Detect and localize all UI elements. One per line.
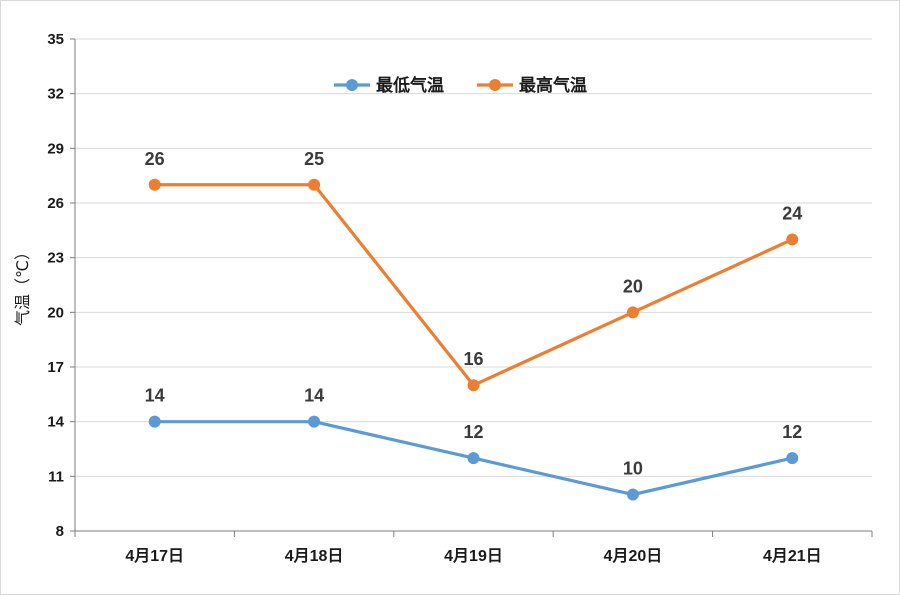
data-point [468,379,480,391]
data-label: 20 [623,276,643,296]
data-point [149,416,161,428]
data-point [468,452,480,464]
y-tick-label: 32 [47,86,64,103]
y-tick-label: 20 [47,304,64,321]
y-tick-label: 29 [47,140,64,157]
y-tick-label: 35 [47,31,64,48]
axes: 8 11 14 17 20 23 26 29 32 35 4月17日 4月18日 4月19日 4月20日 4… [47,31,872,565]
x-tick-label: 4月18日 [285,547,344,565]
legend-marker-dot-high [489,79,501,91]
y-tick-label: 17 [47,359,64,376]
data-label: 25 [304,149,324,169]
data-point [786,233,798,245]
data-point [308,179,320,191]
x-tick-label: 4月21日 [763,547,822,565]
data-point [627,489,639,501]
data-point [149,179,161,191]
data-label: 24 [782,203,802,223]
y-tick-label: 26 [47,195,64,212]
data-point [627,306,639,318]
data-label: 14 [145,386,165,406]
data-label: 16 [463,349,483,369]
y-tick-label: 8 [56,523,64,540]
y-tick-label: 14 [47,414,64,431]
x-tick-label: 4月20日 [604,547,663,565]
x-tick-label: 4月19日 [444,547,503,565]
series-group [149,179,799,501]
y-tick-label: 11 [48,468,64,485]
legend: 最低气温 最高气温 [334,75,587,96]
y-tick-label: 23 [47,250,64,267]
data-point [786,452,798,464]
x-tick-label: 4月17日 [125,547,184,565]
data-label: 10 [623,459,643,479]
data-labels: 14 14 12 10 12 26 25 16 20 24 [145,149,803,479]
data-label: 12 [782,422,802,442]
legend-label-high: 最高气温 [519,75,587,96]
data-label: 14 [304,386,324,406]
data-point [308,416,320,428]
data-label: 12 [463,422,483,442]
legend-marker-dot-low [346,79,358,91]
y-axis-title: 气温（℃） [13,244,32,326]
data-label: 26 [145,149,165,169]
legend-label-low: 最低气温 [376,75,444,96]
